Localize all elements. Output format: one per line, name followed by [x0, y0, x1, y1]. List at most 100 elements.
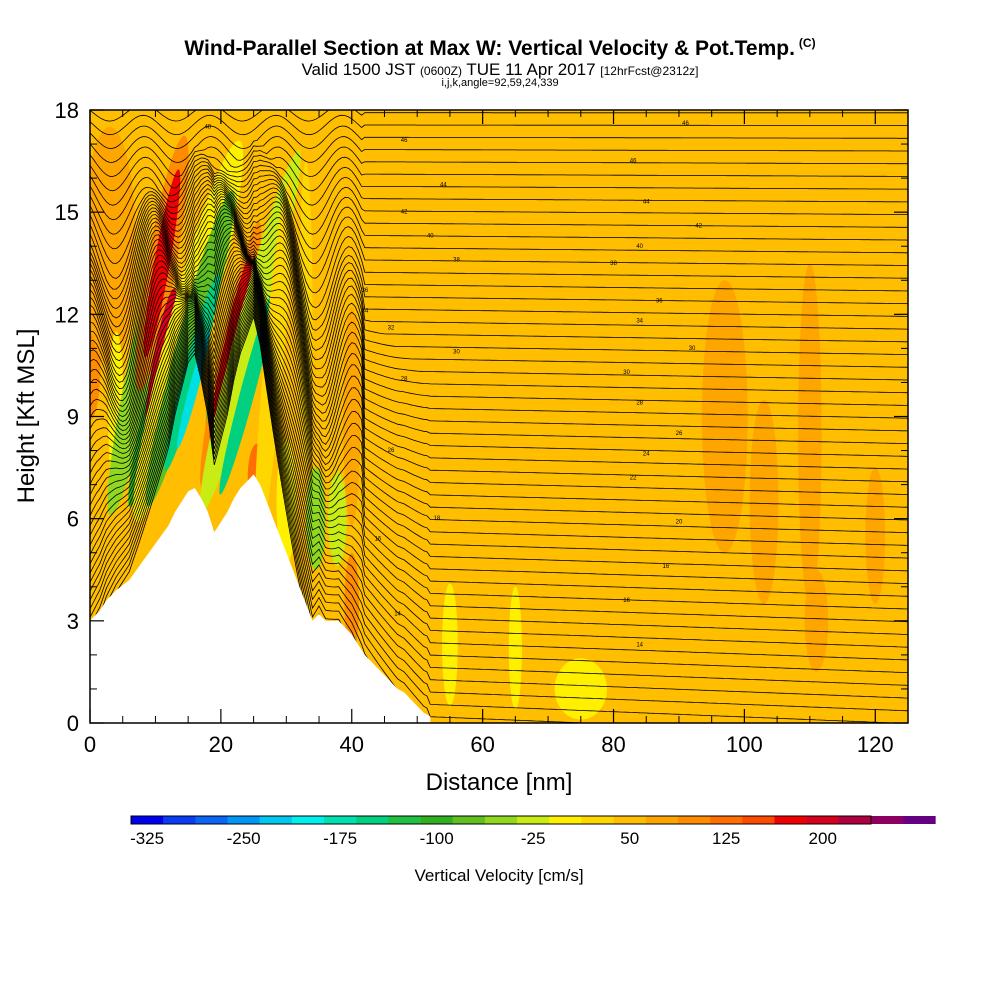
velocity-cell — [865, 467, 886, 604]
theta-contour-line — [90, 266, 908, 597]
theta-contour-label: 30 — [623, 370, 630, 376]
theta-contour-line — [90, 234, 908, 470]
theta-contour-label: 46 — [682, 121, 689, 127]
colorbar-tick-label: 50 — [620, 829, 639, 848]
theta-contour-line — [90, 268, 908, 623]
theta-contour-line — [90, 242, 908, 495]
theta-contour-line — [90, 168, 908, 250]
theta-contour-label: 14 — [394, 612, 401, 618]
theta-contour-label: 46 — [401, 138, 408, 144]
theta-contour-line — [90, 231, 908, 457]
colorbar-swatch — [452, 816, 486, 824]
theta-contour-line — [90, 219, 908, 419]
theta-contour-line — [90, 272, 908, 648]
theta-contour-line — [90, 281, 908, 699]
theta-contour-line — [90, 136, 908, 163]
x-tick-label: 0 — [84, 732, 96, 757]
theta-contour-label: 34 — [362, 309, 369, 315]
colorbar-tick-label: -250 — [227, 829, 261, 848]
colorbar-swatch — [742, 816, 775, 824]
y-tick-label: 9 — [67, 405, 79, 430]
theta-contour-line — [90, 183, 908, 309]
y-tick-label: 0 — [67, 711, 79, 736]
colorbar-swatch — [484, 816, 518, 824]
theta-contour-line — [90, 223, 908, 432]
theta-contour-line — [90, 246, 908, 508]
velocity-cell — [798, 263, 822, 604]
theta-contour-label: 30 — [453, 349, 460, 355]
theta-contour-line — [90, 190, 908, 331]
theta-contour-line — [90, 250, 908, 521]
y-tick-label: 3 — [67, 609, 79, 634]
velocity-cell — [343, 307, 361, 526]
theta-contour-label: 20 — [676, 520, 683, 526]
theta-contour-label: 28 — [401, 377, 408, 383]
velocity-cell — [701, 280, 748, 553]
colorbar-tick-label: -175 — [323, 829, 357, 848]
theta-contour-line — [90, 161, 908, 221]
theta-contour-line — [90, 267, 908, 610]
theta-contour-line — [90, 284, 908, 712]
y-tick-label: 15 — [55, 200, 79, 225]
theta-contour-label: 32 — [388, 326, 395, 332]
theta-contour-label: 24 — [643, 452, 650, 458]
theta-contour-label: 22 — [630, 475, 637, 481]
theta-contour-label: 26 — [676, 431, 683, 437]
theta-contour-line — [90, 299, 410, 723]
theta-contour-line — [90, 227, 908, 444]
theta-contour-line — [90, 216, 908, 406]
colorbar-swatch — [710, 816, 743, 824]
theta-contour-label: 36 — [362, 288, 369, 294]
colorbar-swatch — [903, 816, 936, 824]
theta-contour-line — [90, 270, 908, 635]
theta-contour-line — [90, 289, 594, 723]
y-tick-label: 12 — [55, 302, 79, 327]
theta-contour-line — [90, 188, 908, 321]
theta-contours — [90, 110, 908, 723]
theta-contour-line — [90, 201, 908, 370]
theta-contour-label: 42 — [695, 223, 702, 229]
theta-contour-label: 34 — [636, 319, 643, 325]
colorbar: -325 -250 -175 -100 -25 50 125 200 — [130, 815, 936, 848]
theta-contour-label: 30 — [689, 346, 696, 352]
y-tick-label: 6 — [67, 507, 79, 532]
velocity-cell — [164, 273, 220, 471]
valid-utc: (0600Z) — [419, 64, 462, 78]
theta-contour-line — [90, 276, 908, 673]
x-tick-label: 100 — [726, 732, 763, 757]
colorbar-tick-label: 125 — [712, 829, 740, 848]
theta-contour-line — [90, 110, 908, 122]
y-tick-label: 18 — [55, 98, 79, 123]
theta-contour-line — [90, 212, 908, 397]
colorbar-swatch — [517, 816, 550, 824]
theta-contour-label: 48 — [204, 125, 211, 131]
theta-contour-line — [90, 146, 908, 178]
velocity-cell — [749, 399, 779, 604]
x-tick-label: 80 — [601, 732, 625, 757]
colorbar-swatch — [291, 816, 325, 824]
colorbar-swatch — [420, 816, 454, 824]
theta-contour-line — [90, 196, 908, 351]
colorbar-swatch — [195, 816, 228, 824]
velocity-cell — [199, 150, 301, 513]
theta-contour-line — [90, 157, 908, 206]
theta-contour-line — [90, 179, 908, 294]
theta-contour-line — [90, 164, 908, 235]
theta-contour-line — [90, 153, 908, 192]
theta-contour-line — [90, 254, 908, 534]
x-axis-title: Distance [nm] — [426, 769, 573, 796]
theta-contour-line — [90, 257, 908, 546]
valid-prefix: Valid 1500 JST — [301, 60, 416, 79]
colorbar-swatch — [645, 816, 679, 824]
grid-indices: i,j,k,angle=92,59,24,339 — [441, 77, 559, 89]
colorbar-swatch — [581, 816, 614, 824]
theta-contour-line — [90, 125, 908, 149]
theta-contour-label: 16 — [663, 564, 670, 570]
terrain — [90, 474, 431, 723]
theta-contour-label: 26 — [388, 448, 395, 454]
valid-date: TUE 11 Apr 2017 — [466, 60, 596, 79]
colorbar-swatch — [838, 816, 872, 824]
theta-contour-line — [90, 204, 908, 379]
colorbar-tick-label: -325 — [130, 829, 164, 848]
